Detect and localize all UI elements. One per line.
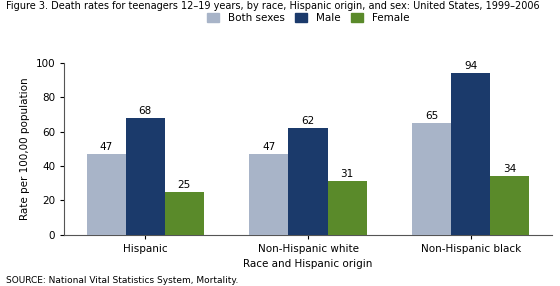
X-axis label: Race and Hispanic origin: Race and Hispanic origin bbox=[243, 259, 373, 269]
Bar bbox=[328, 181, 367, 235]
Bar bbox=[288, 128, 328, 235]
Text: Figure 3. Death rates for teenagers 12–19 years, by race, Hispanic origin, and s: Figure 3. Death rates for teenagers 12–1… bbox=[6, 1, 539, 11]
Bar bbox=[412, 123, 451, 235]
Text: 47: 47 bbox=[100, 142, 113, 152]
Text: 62: 62 bbox=[301, 116, 315, 126]
Text: 31: 31 bbox=[340, 169, 354, 179]
Bar bbox=[125, 118, 165, 235]
Text: 94: 94 bbox=[464, 61, 478, 71]
Text: 47: 47 bbox=[262, 142, 276, 152]
Bar bbox=[491, 176, 529, 235]
Legend: Both sexes, Male, Female: Both sexes, Male, Female bbox=[207, 13, 409, 23]
Y-axis label: Rate per 100,00 population: Rate per 100,00 population bbox=[20, 78, 30, 220]
Text: 25: 25 bbox=[178, 180, 191, 190]
Bar bbox=[249, 154, 288, 235]
Text: SOURCE: National Vital Statistics System, Mortality.: SOURCE: National Vital Statistics System… bbox=[6, 276, 238, 285]
Bar bbox=[165, 192, 204, 235]
Bar bbox=[451, 73, 491, 235]
Text: 68: 68 bbox=[138, 106, 152, 116]
Text: 65: 65 bbox=[425, 111, 438, 121]
Text: 34: 34 bbox=[503, 164, 516, 174]
Bar bbox=[87, 154, 125, 235]
